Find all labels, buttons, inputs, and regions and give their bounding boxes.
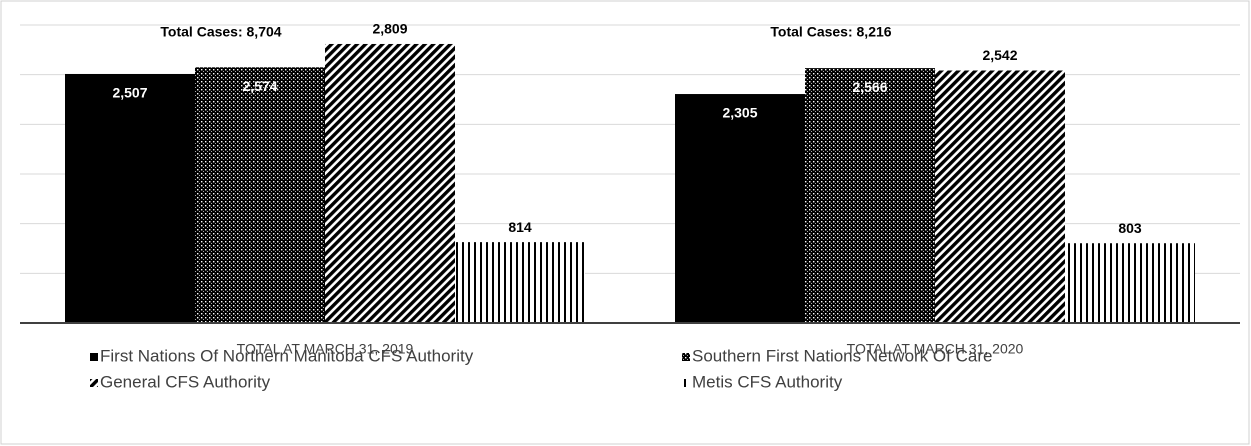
data-label: 2,574 (242, 78, 277, 94)
data-label: 814 (508, 219, 532, 235)
bar (935, 70, 1065, 324)
data-label: 803 (1118, 220, 1142, 236)
data-label: 2,542 (982, 47, 1017, 63)
data-label: 2,507 (112, 85, 147, 101)
bar (455, 242, 585, 323)
legend-label: First Nations Of Northern Manitoba CFS A… (100, 346, 474, 365)
data-label: 2,305 (722, 105, 757, 121)
legend-label: General CFS Authority (100, 372, 271, 391)
bar (675, 94, 805, 323)
bar (805, 68, 935, 324)
bar (1065, 243, 1195, 323)
legend-swatch (682, 379, 690, 387)
legend-label: Metis CFS Authority (692, 372, 843, 391)
x-tick-label: TOTAL AT MARCH 31, 2020 (847, 341, 1024, 357)
data-label: 2,566 (852, 79, 887, 95)
bar (65, 73, 195, 323)
annotation: Total Cases: 8,216 (770, 24, 891, 40)
bar (325, 43, 455, 324)
bar (195, 67, 325, 323)
legend-swatch (90, 353, 98, 361)
annotation: Total Cases: 8,704 (160, 24, 281, 40)
x-tick-label: TOTAL AT MARCH 31, 2019 (237, 341, 414, 357)
legend-label: Southern First Nations Network Of Care (692, 346, 992, 365)
data-label: 2,809 (372, 21, 407, 37)
legend-swatch (90, 379, 98, 387)
legend-swatch (682, 353, 690, 361)
